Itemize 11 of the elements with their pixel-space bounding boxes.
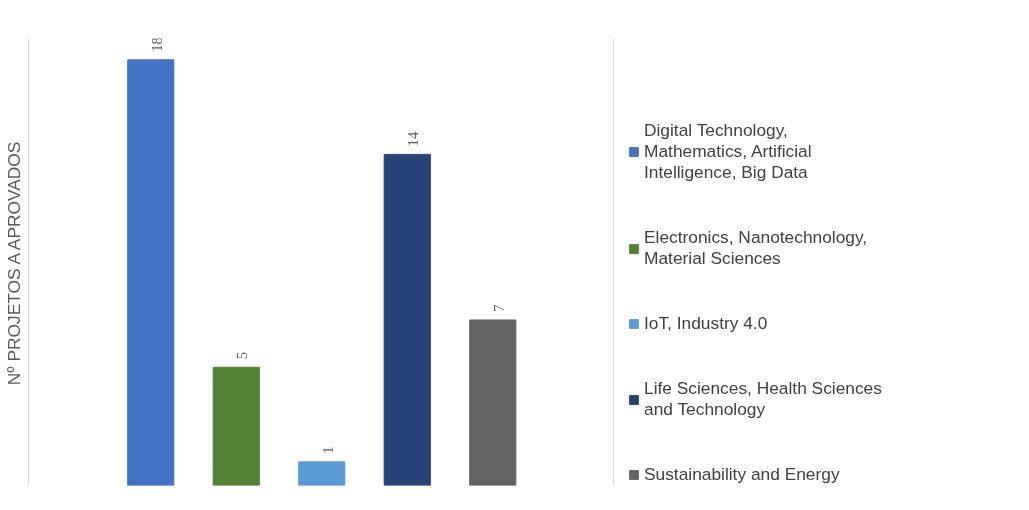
data-label: 18 — [148, 37, 165, 52]
data-label: 1 — [319, 446, 336, 454]
data-label: 14 — [405, 131, 422, 147]
legend-label: Electronics, Nanotechnology, Material Sciences — [644, 227, 868, 269]
legend-label: Digital Technology, Mathematics, Artificial Intelligence, Big Data — [644, 120, 812, 183]
data-label: 5 — [234, 351, 251, 360]
legend-label: IoT, Industry 4.0 — [644, 313, 768, 334]
y-axis-title: Nº PROJETOS A APROVADOS — [3, 141, 24, 386]
legend-label: Sustainability and Energy — [644, 464, 840, 485]
legend-label: Life Sciences, Health Sciences and Technology — [644, 378, 882, 420]
data-label: 7 — [490, 304, 507, 312]
